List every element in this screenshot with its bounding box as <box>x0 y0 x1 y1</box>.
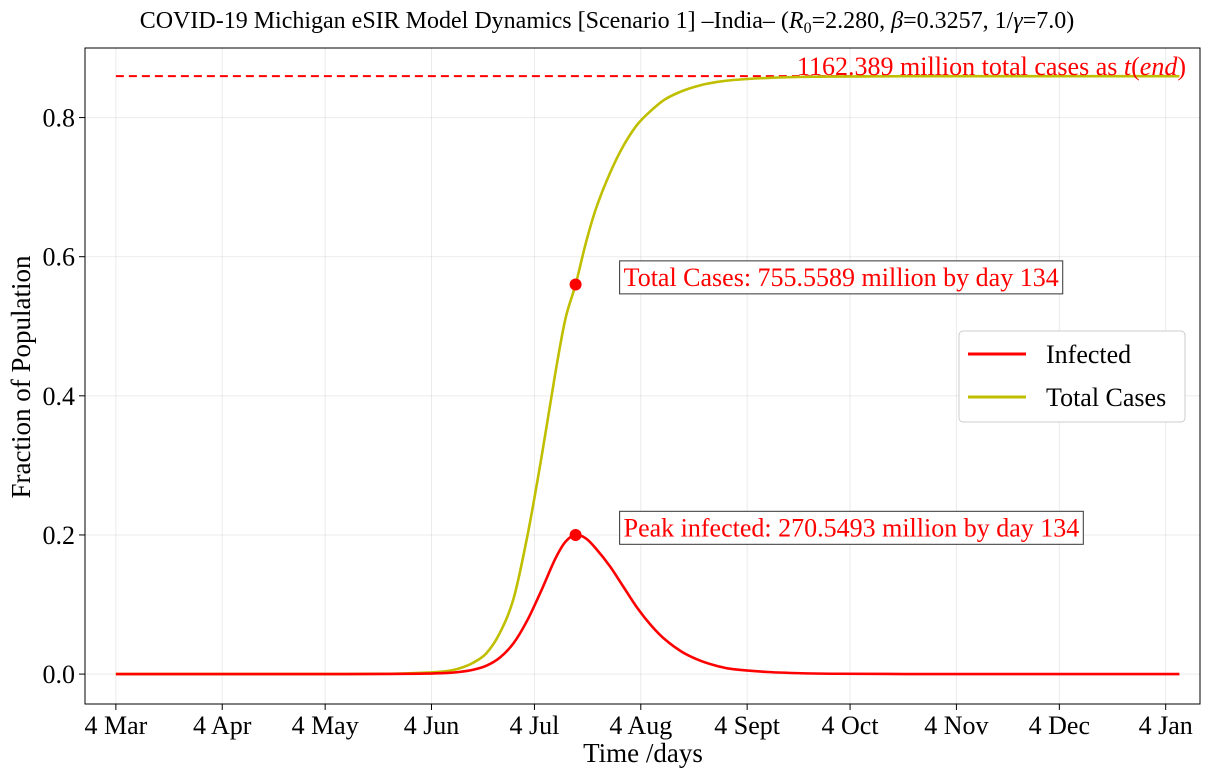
ref-label-paren-close: ) <box>1177 52 1186 81</box>
x-tick-label: 4 Oct <box>822 711 880 740</box>
total-cases-annotation: Total Cases: 755.5589 million by day 134 <box>624 263 1059 292</box>
x-tick-label: 4 Jan <box>1139 711 1193 740</box>
series-group <box>115 74 1180 676</box>
legend: Infected Total Cases <box>958 330 1186 423</box>
x-tick-label: 4 Dec <box>1029 711 1090 740</box>
x-tick-label: 4 Jun <box>404 711 460 740</box>
ref-label-end: end <box>1140 52 1179 81</box>
x-tick-label: 4 Nov <box>924 711 988 740</box>
y-tick-label: 0.8 <box>43 104 76 133</box>
ref-label-paren-open: ( <box>1131 52 1140 81</box>
peak-infected-annotation-box <box>619 510 1084 545</box>
chart-title-prefix: COVID-19 Michigan eSIR Model Dynamics [S… <box>140 8 789 34</box>
x-tick-label: 4 Jul <box>510 711 560 740</box>
chart-title: COVID-19 Michigan eSIR Model Dynamics [S… <box>140 8 1075 37</box>
x-tick-label: 4 Aug <box>609 711 672 740</box>
ref-label-t: t <box>1124 52 1132 81</box>
plot-frame <box>84 47 1201 705</box>
peak-infected-annotation: Peak infected: 270.5493 million by day 1… <box>624 513 1080 542</box>
series-line-infected <box>115 533 1180 676</box>
y-tick-label: 0.2 <box>43 521 76 550</box>
ref-label-prefix: 1162.389 million total cases as <box>797 52 1124 81</box>
y-tick-label: 0.6 <box>43 243 76 272</box>
chart-title-gamma: γ <box>1013 8 1023 34</box>
total-cases-reference-label: 1162.389 million total cases as t(end) <box>797 52 1186 81</box>
total-cases-annotation-box <box>619 260 1064 295</box>
y-tick-label: 0.4 <box>43 382 76 411</box>
chart-title-r: R <box>788 8 804 34</box>
x-tick-label: 4 Mar <box>84 711 147 740</box>
x-tick-label: 4 Sept <box>714 711 781 740</box>
legend-label-infected: Infected <box>1046 340 1131 369</box>
y-axis-ticks: 0.0 0.2 0.4 0.6 0.8 <box>43 104 85 689</box>
x-tick-label: 4 May <box>292 711 359 740</box>
marker-group <box>569 278 582 541</box>
chart-title-gamma-value: =7.0) <box>1023 8 1075 34</box>
x-axis-ticks: 4 Mar 4 Apr 4 May 4 Jun 4 Jul 4 Aug 4 Sept 4 Oc… <box>84 704 1193 740</box>
x-axis-label: Time /days <box>583 738 703 768</box>
y-tick-label: 0.0 <box>43 660 76 689</box>
chart-title-beta-value: =0.3257, 1/ <box>903 8 1014 34</box>
chart-title-beta: β <box>890 8 903 34</box>
total-cases-at-peak-marker <box>569 278 582 291</box>
x-tick-label: 4 Apr <box>193 711 252 740</box>
peak-infected-marker <box>569 528 582 541</box>
chart-title-r-value: =2.280, <box>812 8 892 34</box>
legend-label-total-cases: Total Cases <box>1046 383 1166 412</box>
chart-title-r-sub: 0 <box>804 20 812 37</box>
y-axis-label: Fraction of Population <box>6 255 36 498</box>
annotation-group: Total Cases: 755.5589 million by day 134… <box>619 260 1084 545</box>
